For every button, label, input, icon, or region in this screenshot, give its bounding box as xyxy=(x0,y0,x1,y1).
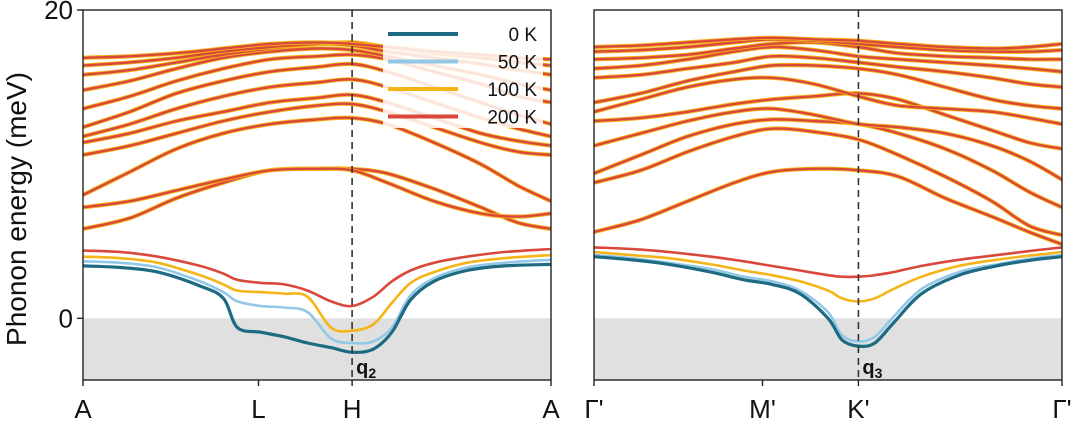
soft-mode-100k xyxy=(594,250,1062,303)
plot-frame xyxy=(82,9,552,381)
phonon-band xyxy=(83,167,551,218)
phonon-band xyxy=(594,54,1062,89)
soft-mode-50k xyxy=(83,258,551,345)
phonon-band xyxy=(594,45,1062,73)
legend-background xyxy=(383,22,543,128)
x-tick-label: K' xyxy=(847,394,869,424)
negative-energy-region xyxy=(83,318,551,380)
phonon-band xyxy=(83,102,551,157)
phonon-band xyxy=(594,63,1062,110)
plot-frame xyxy=(593,9,1063,381)
phonon-band xyxy=(594,76,1062,126)
legend-label-100k: 100 K xyxy=(487,80,537,101)
phonon-band xyxy=(594,107,1062,181)
phonon-band xyxy=(594,36,1062,50)
phonon-band xyxy=(594,92,1062,150)
legend: 0 K 50 K 100 K 200 K xyxy=(383,22,543,129)
negative-energy-region xyxy=(594,318,1062,380)
soft-mode-200k xyxy=(83,247,551,308)
soft-mode-50k xyxy=(594,253,1062,343)
soft-mode-0k xyxy=(83,262,551,354)
x-tick-label: L xyxy=(251,394,265,424)
x-tick-label: Γ' xyxy=(584,394,603,424)
soft-mode-100k xyxy=(83,253,551,333)
y-tick-label: 0 xyxy=(59,303,73,333)
phonon-band-underlay xyxy=(594,166,1062,247)
q-point-label: q2 xyxy=(356,357,376,381)
soft-mode-200k xyxy=(594,246,1062,279)
q-point-label: q3 xyxy=(862,357,882,381)
x-tick-label: A xyxy=(74,394,92,424)
x-tick-label: M' xyxy=(749,394,776,424)
phonon-band xyxy=(594,167,1062,246)
soft-mode-0k xyxy=(594,255,1062,348)
legend-label-0k: 0 K xyxy=(508,25,537,46)
right-panel: q3 Γ' M' K' Γ' xyxy=(584,9,1072,424)
x-tick-label: Γ' xyxy=(1052,394,1071,424)
phonon-band xyxy=(83,116,551,203)
phonon-band xyxy=(83,93,551,147)
legend-label-50k: 50 K xyxy=(498,53,537,74)
phonon-band xyxy=(594,38,1062,54)
x-tick-label: H xyxy=(343,394,362,424)
y-tick-label: 20 xyxy=(44,0,73,25)
phonon-band-underlay xyxy=(83,166,551,231)
phonon-band xyxy=(594,118,1062,209)
legend-label-200k: 200 K xyxy=(487,108,537,129)
y-axis-label: Phonon energy (meV) xyxy=(1,72,32,346)
phonon-band xyxy=(594,127,1062,237)
phonon-band xyxy=(83,167,551,231)
x-tick-label: A xyxy=(542,394,560,424)
